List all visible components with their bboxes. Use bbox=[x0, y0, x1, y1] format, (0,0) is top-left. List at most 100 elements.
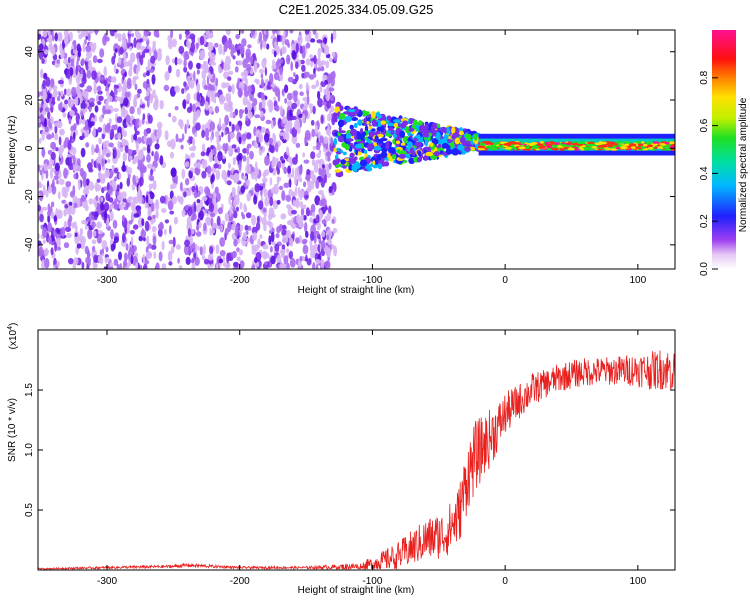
heatmap-cell bbox=[149, 175, 155, 182]
heatmap-cell bbox=[377, 114, 383, 119]
heatmap-cell bbox=[518, 146, 526, 150]
heatmap-cell bbox=[281, 46, 287, 55]
heatmap-cell bbox=[664, 148, 672, 151]
heatmap-cell bbox=[484, 141, 492, 144]
heatmap-cell bbox=[215, 169, 221, 180]
heatmap-cell bbox=[287, 206, 294, 217]
heatmap-cell bbox=[163, 84, 170, 92]
heatmap-cell bbox=[399, 149, 405, 155]
heatmap-cell bbox=[86, 49, 92, 59]
heatmap-cell bbox=[648, 147, 654, 150]
heatmap-cell bbox=[407, 141, 413, 148]
heatmap-cell bbox=[183, 191, 187, 198]
heatmap-cell bbox=[206, 90, 213, 98]
heatmap-cell bbox=[80, 58, 85, 66]
heatmap-cell bbox=[142, 146, 147, 151]
heatmap-cell bbox=[306, 258, 312, 266]
heatmap-cell bbox=[190, 167, 194, 172]
heatmap-cell bbox=[218, 117, 222, 128]
heatmap-cell bbox=[55, 237, 61, 249]
heatmap-cell bbox=[637, 143, 643, 147]
heatmap-cell bbox=[38, 204, 41, 212]
y-tick-label: 1.5 bbox=[24, 383, 35, 397]
heatmap-cell bbox=[284, 97, 288, 104]
heatmap-cell bbox=[615, 141, 623, 144]
heatmap-cell bbox=[99, 48, 105, 58]
heatmap-cell bbox=[347, 109, 356, 113]
heatmap-cell bbox=[404, 126, 411, 134]
heatmap-cell bbox=[201, 255, 206, 261]
heatmap-cell bbox=[55, 147, 59, 152]
heatmap-cell bbox=[60, 90, 64, 97]
heatmap-cell bbox=[331, 116, 336, 126]
heatmap-cell bbox=[147, 137, 153, 147]
heatmap-cell bbox=[135, 141, 139, 152]
heatmap-cell bbox=[207, 73, 213, 78]
heatmap-cell bbox=[72, 154, 76, 166]
heatmap-cell bbox=[224, 227, 229, 236]
heatmap-cell bbox=[84, 204, 89, 212]
heatmap-cell bbox=[76, 158, 81, 167]
heatmap-cell bbox=[281, 89, 285, 96]
heatmap-cell bbox=[131, 211, 135, 221]
heatmap-cell bbox=[190, 152, 196, 158]
heatmap-cell bbox=[235, 124, 240, 132]
heatmap-cell bbox=[148, 183, 154, 189]
heatmap-cell bbox=[323, 44, 330, 56]
heatmap-cell bbox=[203, 84, 209, 91]
heatmap-cell bbox=[252, 232, 258, 241]
heatmap-cell bbox=[242, 58, 248, 69]
heatmap-cell bbox=[201, 196, 208, 202]
heatmap-cell bbox=[250, 55, 254, 65]
heatmap-cell bbox=[222, 255, 226, 263]
heatmap-cell bbox=[232, 157, 237, 162]
heatmap-cell bbox=[427, 132, 433, 137]
heatmap-cell bbox=[199, 35, 205, 46]
heatmap-cell bbox=[38, 30, 41, 35]
heatmap-cell bbox=[45, 189, 49, 198]
heatmap-cell bbox=[223, 71, 229, 79]
heatmap-cell bbox=[115, 191, 120, 196]
heatmap-cell bbox=[123, 97, 129, 107]
heatmap-cell bbox=[91, 211, 95, 216]
heatmap-cell bbox=[291, 49, 297, 60]
snr-panel: -300 -200 -100 0 100 0.5 1.0 1.5 Height of str… bbox=[7, 323, 676, 596]
heatmap-cell bbox=[107, 266, 114, 269]
heatmap-cell bbox=[119, 146, 124, 153]
heatmap-cell bbox=[153, 100, 159, 111]
heatmap-cell bbox=[124, 224, 128, 235]
heatmap-cell bbox=[281, 244, 286, 251]
heatmap-cell bbox=[70, 135, 73, 141]
heatmap-cell bbox=[68, 117, 72, 125]
heatmap-cell bbox=[82, 42, 86, 53]
heatmap-cell bbox=[196, 62, 201, 70]
heatmap-cell bbox=[226, 180, 232, 186]
heatmap-cell bbox=[59, 101, 63, 113]
heatmap-cell bbox=[201, 129, 206, 139]
heatmap-cell bbox=[152, 235, 157, 246]
heatmap-cell bbox=[96, 236, 102, 244]
heatmap-cell bbox=[631, 143, 637, 147]
heatmap-cell bbox=[307, 84, 310, 91]
heatmap-cell bbox=[383, 161, 390, 167]
spectrogram-y-label: Frequency (Hz) bbox=[7, 116, 18, 185]
heatmap-cell bbox=[113, 43, 120, 54]
heatmap-cell bbox=[291, 115, 297, 121]
heatmap-cell bbox=[96, 221, 102, 229]
heatmap-cell bbox=[312, 105, 316, 115]
heatmap-cell bbox=[224, 130, 227, 136]
heatmap-cell bbox=[106, 217, 110, 228]
heatmap-cell bbox=[271, 65, 277, 70]
heatmap-cell bbox=[218, 258, 224, 264]
heatmap-cell bbox=[98, 115, 103, 123]
heatmap-cell bbox=[356, 135, 362, 140]
heatmap-cell bbox=[46, 133, 53, 140]
heatmap-cell bbox=[351, 157, 357, 165]
heatmap-cell bbox=[209, 246, 214, 255]
heatmap-cell bbox=[212, 223, 218, 229]
heatmap-cell bbox=[100, 202, 105, 211]
heatmap-cell bbox=[88, 59, 92, 71]
heatmap-cell bbox=[374, 135, 379, 142]
heatmap-cell bbox=[152, 179, 157, 191]
